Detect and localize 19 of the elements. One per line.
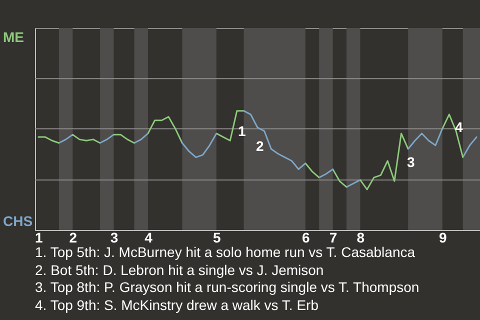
annotation: 3	[407, 154, 415, 170]
text: 2. Bot 5th: D. Lebron hit a single vs J. Jemison	[35, 262, 325, 279]
text: 1. Top 5th: J. McBurney hit a solo home run vs T. Casablanca	[35, 244, 416, 262]
x-tick-label: 5	[213, 230, 222, 246]
x-tick-label: 9	[438, 230, 447, 246]
text: 4. Top 9th: S. McKinstry drew a walk vs T. Erb	[35, 296, 320, 314]
x-tick-label: 6	[302, 230, 310, 246]
annotation: 4	[455, 119, 463, 135]
text: ME	[3, 29, 24, 45]
annotation: 1	[238, 123, 246, 139]
x-tick-label: 3	[110, 230, 118, 246]
x-tick-label: 7	[329, 230, 338, 246]
x-tick-label: 4	[144, 230, 153, 246]
text: 3. Top 8th: P. Grayson hit a run-scoring single vs T. Thompson	[35, 279, 420, 296]
x-tick-label: 2	[69, 230, 78, 246]
x-tick-label: 8	[356, 230, 365, 246]
annotation: 2	[256, 138, 264, 154]
x-tick-label: 1	[35, 230, 44, 246]
text: CHS	[3, 213, 33, 229]
